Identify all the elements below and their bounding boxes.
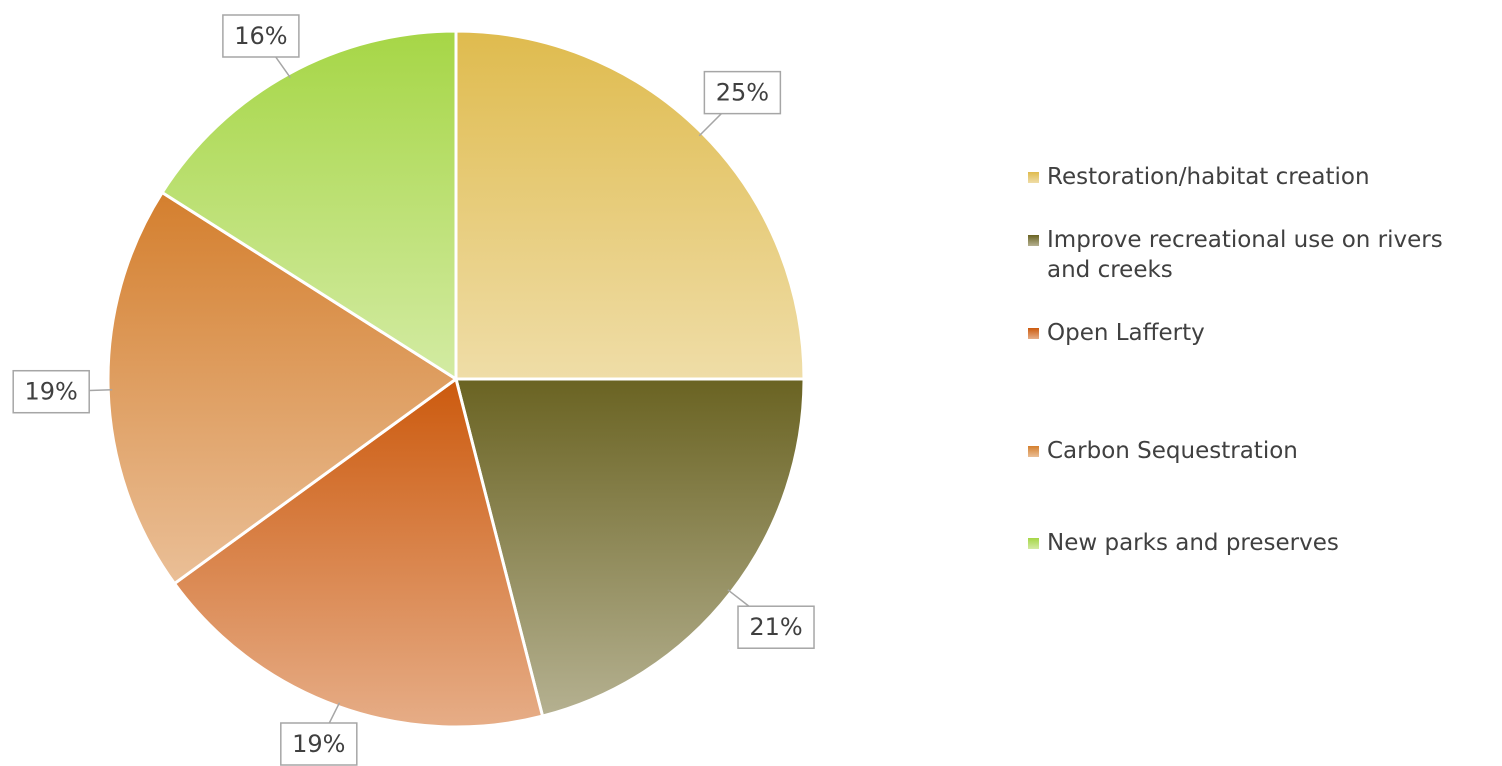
- legend-entry: Carbon Sequestration: [1028, 436, 1498, 466]
- label-box: [737, 605, 815, 649]
- value-label: 19%: [292, 730, 345, 758]
- legend-swatch: [1028, 538, 1039, 549]
- value-label: 21%: [749, 613, 802, 641]
- legend-swatch: [1028, 235, 1039, 246]
- label-box: [280, 722, 358, 766]
- legend-swatch: [1028, 328, 1039, 339]
- legend-swatch: [1028, 446, 1039, 457]
- label-box: [222, 14, 300, 58]
- legend-label: Restoration/habitat creation: [1047, 164, 1370, 190]
- legend-entry: Improve recreational use on rivers and c…: [1028, 225, 1498, 285]
- legend-swatch: [1028, 172, 1039, 183]
- legend-label: Improve recreational use on rivers and c…: [1047, 227, 1443, 283]
- legend-entry: Restoration/habitat creation: [1028, 162, 1498, 192]
- legend-label: Open Lafferty: [1047, 320, 1205, 346]
- label-box: [703, 70, 782, 115]
- legend-entry: Open Lafferty: [1028, 318, 1498, 348]
- legend-label: Carbon Sequestration: [1047, 438, 1298, 464]
- value-label: 16%: [234, 22, 287, 50]
- value-label: 19%: [25, 378, 78, 406]
- legend-label: New parks and preserves: [1047, 530, 1339, 556]
- label-box: [12, 369, 90, 414]
- value-label: 25%: [716, 79, 769, 107]
- legend-entry: New parks and preserves: [1028, 528, 1498, 558]
